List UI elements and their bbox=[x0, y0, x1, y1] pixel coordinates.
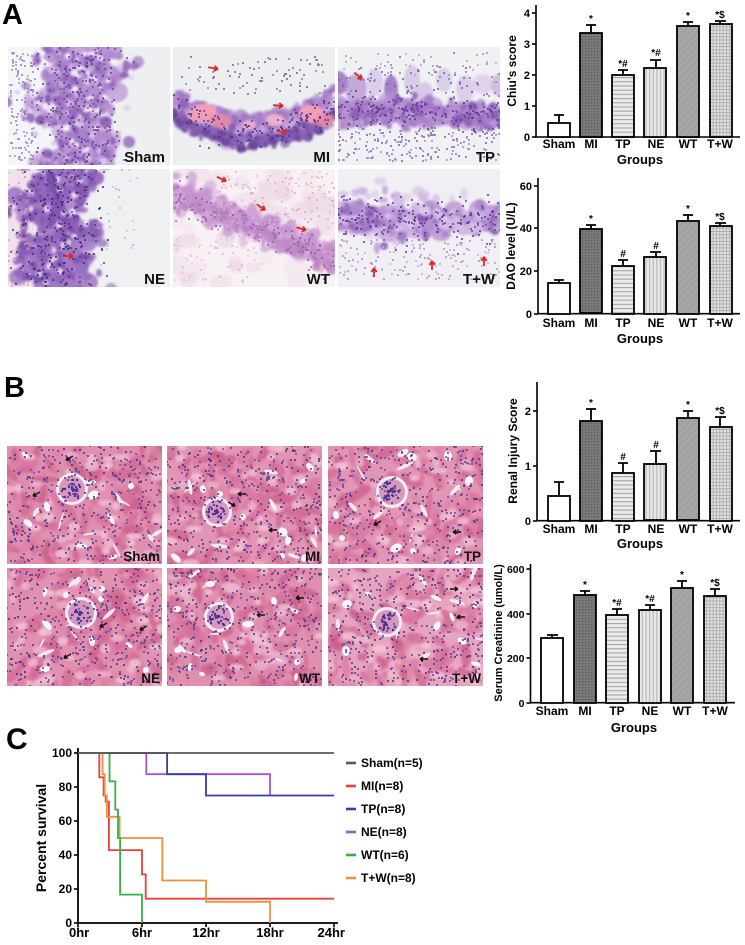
svg-text:WT: WT bbox=[307, 271, 330, 288]
svg-text:Sham: Sham bbox=[124, 149, 165, 166]
svg-text:MI: MI bbox=[313, 149, 330, 166]
svg-text:B: B bbox=[4, 372, 25, 404]
svg-text:C: C bbox=[6, 723, 28, 756]
svg-text:A: A bbox=[2, 0, 23, 31]
svg-text:NE: NE bbox=[144, 271, 165, 288]
svg-text:T+W: T+W bbox=[463, 271, 496, 288]
svg-text:TP: TP bbox=[476, 149, 495, 166]
